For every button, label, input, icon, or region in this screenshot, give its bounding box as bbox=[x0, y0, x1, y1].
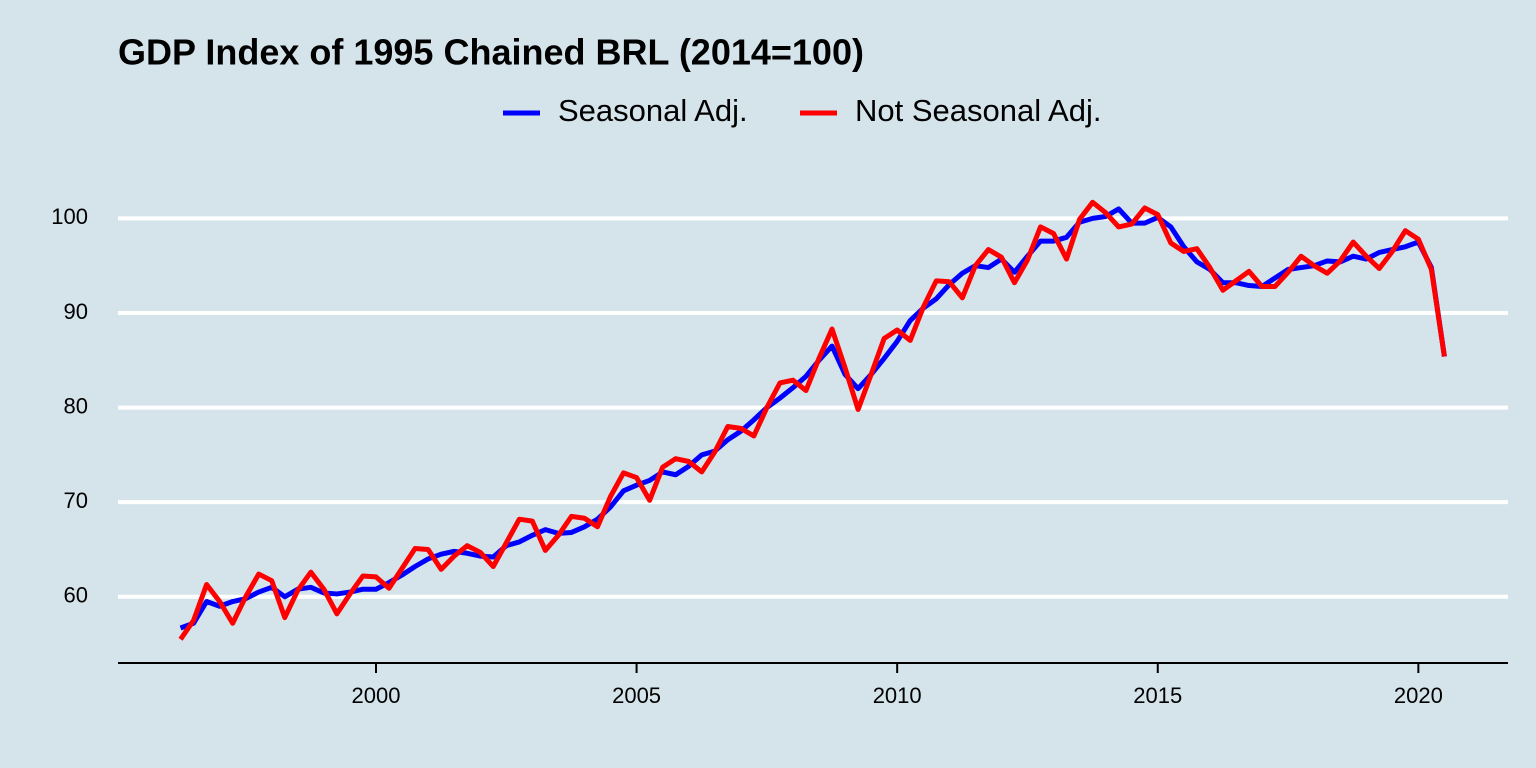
x-tick-label: 2020 bbox=[1394, 683, 1443, 708]
y-tick-label: 80 bbox=[64, 393, 88, 418]
legend-label: Seasonal Adj. bbox=[558, 93, 748, 128]
x-tick-label: 2000 bbox=[352, 683, 401, 708]
y-tick-label: 60 bbox=[64, 583, 88, 608]
y-tick-label: 70 bbox=[64, 488, 88, 513]
chart-title: GDP Index of 1995 Chained BRL (2014=100) bbox=[118, 32, 864, 73]
y-tick-label: 90 bbox=[64, 299, 88, 324]
x-tick-label: 2010 bbox=[873, 683, 922, 708]
series-line bbox=[178, 199, 1447, 641]
legend-label: Not Seasonal Adj. bbox=[855, 93, 1101, 128]
y-tick-label: 100 bbox=[51, 204, 88, 229]
x-tick-label: 2015 bbox=[1133, 683, 1182, 708]
x-tick-label: 2005 bbox=[612, 683, 661, 708]
